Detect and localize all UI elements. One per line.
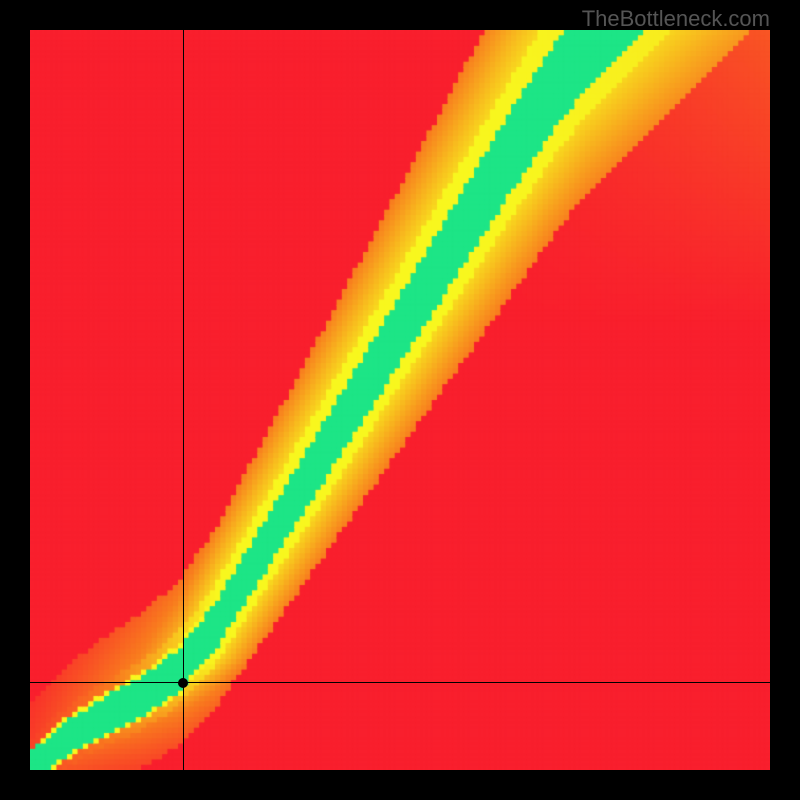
crosshair-horizontal: [30, 682, 770, 683]
crosshair-vertical: [183, 30, 184, 770]
heatmap-canvas: [30, 30, 770, 770]
chart-container: TheBottleneck.com: [0, 0, 800, 800]
plot-area: [30, 30, 770, 770]
marker-dot: [178, 678, 188, 688]
watermark-text: TheBottleneck.com: [582, 6, 770, 32]
